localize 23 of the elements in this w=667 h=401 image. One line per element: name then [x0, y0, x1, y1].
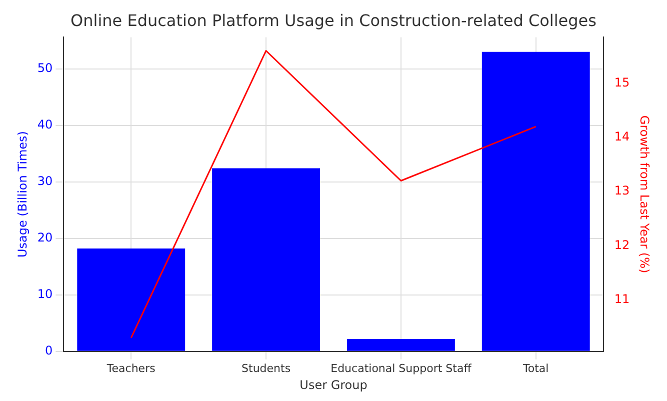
chart-title: Online Education Platform Usage in Construction-related Colleges — [70, 10, 596, 30]
y-tick-label: 30 — [37, 174, 53, 188]
y-tick-label: 0 — [45, 344, 53, 358]
x-tick-label: Total — [522, 362, 549, 375]
y2-tick-label: 15 — [614, 75, 630, 90]
x-axis-title: User Group — [300, 378, 368, 392]
y-tick-label: 10 — [37, 287, 53, 302]
y2-tick-label: 13 — [614, 184, 630, 198]
bar — [482, 52, 590, 351]
x-tick-label: Educational Support Staff — [330, 362, 472, 375]
x-tick-label: Students — [242, 362, 291, 375]
bar — [346, 338, 455, 351]
y2-tick-label: 11 — [614, 292, 630, 306]
y-tick-label: 20 — [37, 230, 53, 245]
y-tick-label: 40 — [37, 117, 53, 132]
y2-axis-title: Growth from Last Year (%) — [638, 115, 652, 274]
y2-tick-label: 12 — [614, 238, 630, 252]
x-tick-label: Teachers — [106, 362, 156, 375]
y2-tick-label: 14 — [614, 130, 630, 144]
y-axis-title: Usage (Billion Times) — [15, 131, 30, 258]
y-tick-label: 50 — [37, 60, 53, 75]
bar — [212, 168, 320, 351]
bar — [77, 248, 186, 351]
